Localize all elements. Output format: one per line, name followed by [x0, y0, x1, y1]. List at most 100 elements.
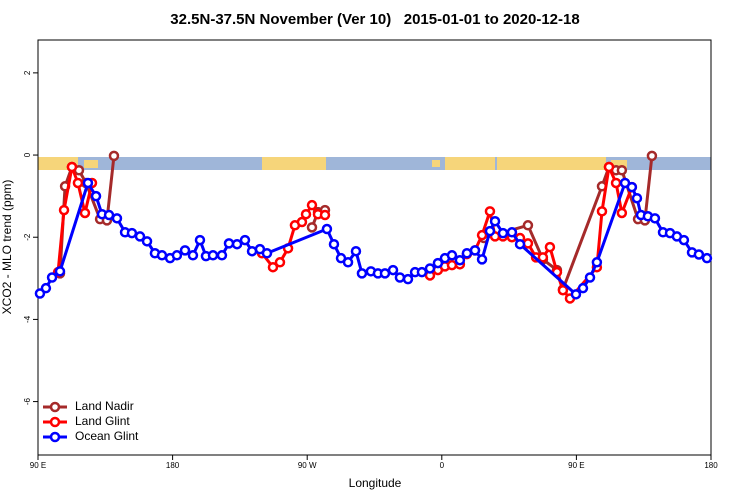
legend-marker	[49, 416, 61, 428]
data-point	[306, 222, 318, 233]
data-point	[231, 238, 243, 250]
data-point	[394, 272, 406, 283]
data-point	[506, 227, 518, 238]
data-point	[603, 161, 615, 173]
data-point	[328, 238, 340, 250]
y-tick-label: -4	[23, 315, 32, 323]
data-point	[626, 181, 638, 193]
data-point	[141, 236, 153, 247]
x-tick-label: 90 E	[30, 461, 46, 470]
data-point	[484, 206, 496, 217]
data-point	[72, 177, 84, 189]
data-point	[179, 245, 191, 256]
data-point	[90, 190, 102, 202]
map-strip	[38, 157, 711, 170]
data-point	[616, 165, 628, 176]
data-point	[678, 234, 690, 246]
x-tick-label: 0	[440, 461, 445, 470]
data-point	[134, 231, 146, 242]
data-point	[476, 254, 488, 265]
data-point	[40, 282, 52, 294]
data-point	[274, 257, 286, 268]
x-axis-label: Longitude	[349, 476, 402, 490]
legend-marker	[49, 401, 61, 413]
data-point	[424, 263, 436, 274]
data-point	[296, 216, 308, 228]
data-point	[584, 272, 596, 283]
data-point	[187, 250, 199, 261]
data-point	[693, 249, 705, 260]
data-point	[476, 229, 488, 241]
series-line	[56, 165, 634, 300]
data-point	[82, 177, 94, 189]
series-line	[58, 155, 654, 291]
data-point	[596, 206, 608, 217]
y-tick-label: -6	[23, 397, 32, 405]
data-point	[223, 238, 235, 249]
data-point	[484, 225, 496, 237]
data-point	[319, 209, 331, 221]
data-point	[402, 273, 414, 285]
y-tick-label: 0	[23, 152, 32, 157]
legend-label: Ocean Glint	[75, 429, 139, 443]
data-point	[350, 245, 362, 257]
data-point	[79, 207, 91, 219]
data-point	[379, 268, 391, 279]
legend-label: Land Nadir	[75, 399, 134, 413]
data-point	[446, 250, 458, 261]
data-point	[610, 177, 622, 189]
data-point	[631, 192, 643, 204]
data-point	[207, 250, 219, 261]
y-axis-label: XCO2 - MLO trend (ppm)	[0, 180, 14, 315]
data-point	[557, 284, 569, 296]
data-point	[489, 215, 501, 227]
y-tick-label: 2	[23, 70, 32, 75]
data-point	[514, 238, 526, 250]
data-point	[701, 252, 713, 264]
data-point	[522, 220, 534, 231]
x-tick-label: 90 W	[298, 461, 317, 470]
legend-marker	[49, 431, 61, 443]
data-point	[461, 248, 473, 259]
data-point	[306, 199, 318, 211]
data-point	[356, 268, 368, 279]
data-point	[58, 204, 70, 216]
data-point	[261, 248, 273, 259]
data-point	[194, 234, 206, 246]
data-point	[239, 234, 251, 246]
y-tick-label: -2	[23, 233, 32, 241]
data-point	[387, 264, 399, 276]
data-point	[300, 208, 312, 220]
data-point	[570, 289, 582, 300]
data-point	[497, 227, 509, 239]
data-point	[454, 254, 466, 266]
data-point	[66, 161, 78, 173]
chart-title: 32.5N-37.5N November (Ver 10) 2015-01-01…	[170, 11, 579, 28]
x-tick-label: 180	[704, 461, 718, 470]
data-point	[108, 150, 120, 162]
legend-label: Land Glint	[75, 414, 130, 428]
plot-frame	[37, 39, 712, 456]
data-point	[537, 252, 549, 263]
data-point	[416, 266, 428, 278]
x-tick-label: 180	[166, 461, 180, 470]
data-point	[321, 223, 333, 235]
data-point	[111, 213, 123, 224]
data-point	[649, 213, 661, 224]
data-point	[216, 250, 228, 261]
data-point	[342, 257, 354, 268]
data-point	[544, 241, 556, 253]
data-point	[54, 266, 66, 277]
data-point	[267, 261, 279, 273]
data-point	[171, 250, 183, 261]
data-point	[469, 245, 481, 256]
data-point	[156, 250, 168, 261]
x-tick-label: 90 E	[568, 461, 584, 470]
data-point	[432, 257, 444, 269]
data-point	[616, 207, 628, 219]
data-point	[646, 150, 658, 162]
data-point	[46, 272, 58, 283]
data-point	[577, 282, 589, 294]
data-point	[591, 257, 603, 268]
